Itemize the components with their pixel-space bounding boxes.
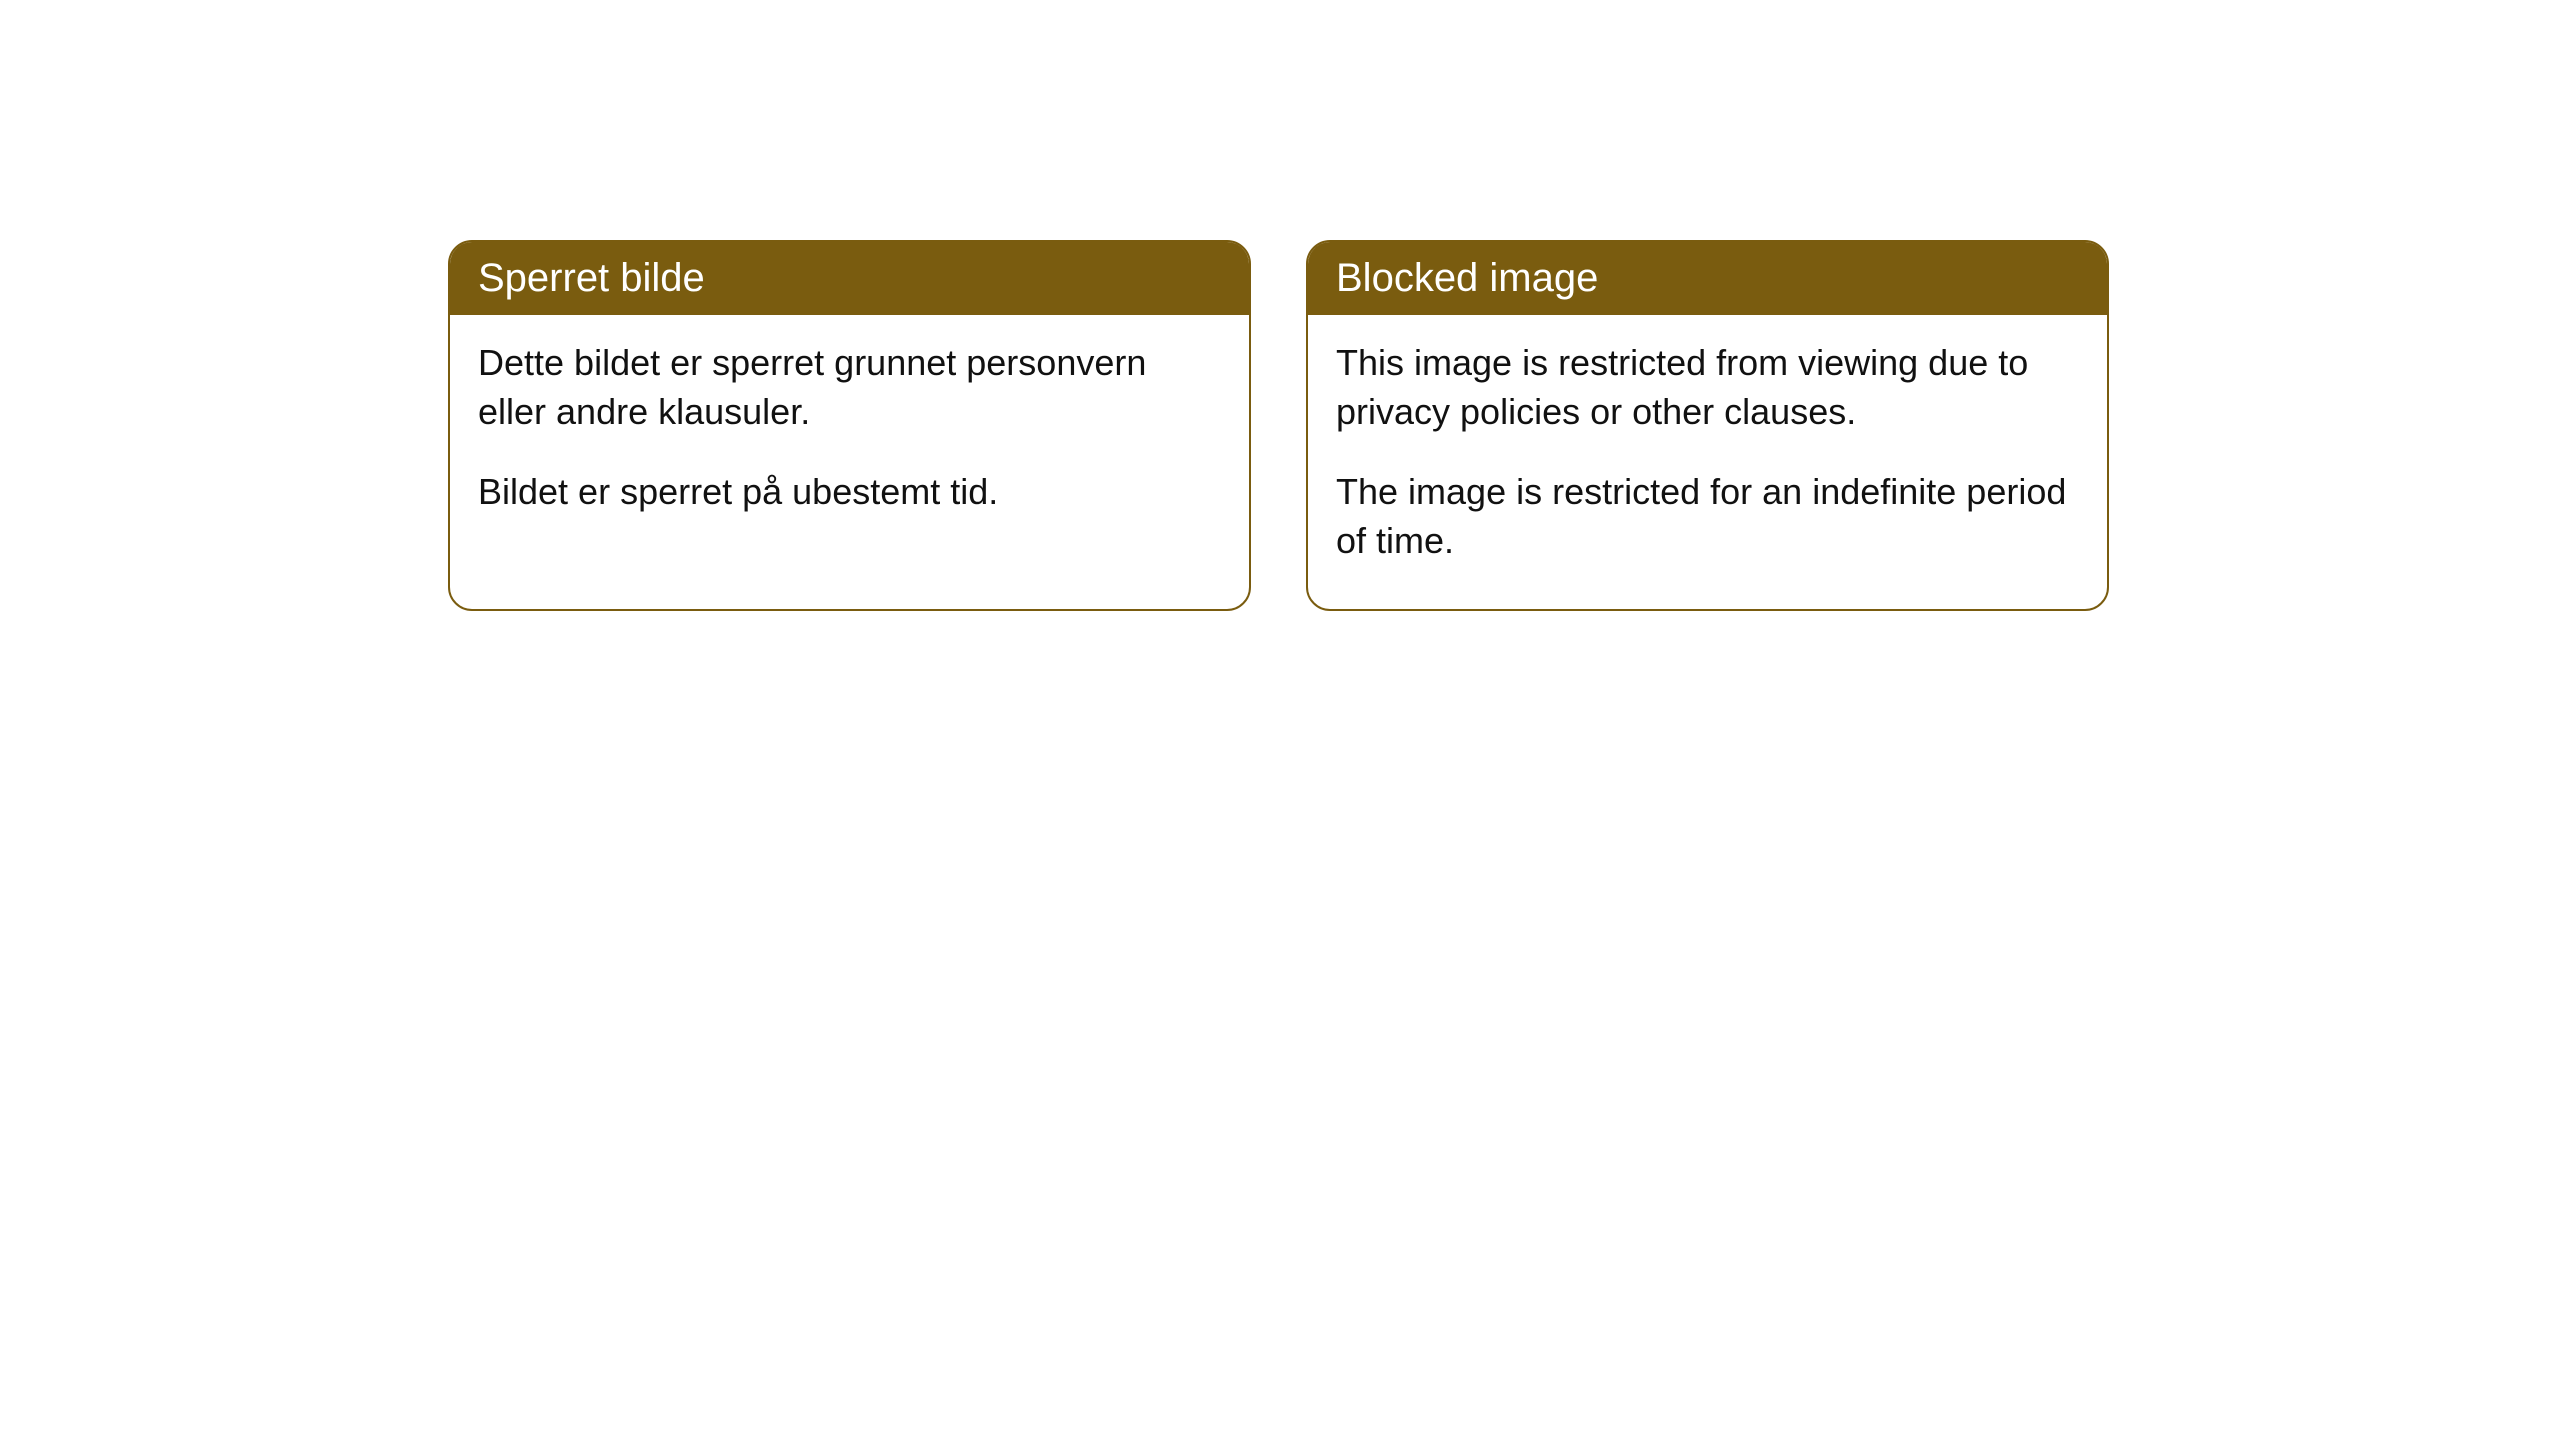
card-container: Sperret bilde Dette bildet er sperret gr… [448, 240, 2109, 611]
card-header-en: Blocked image [1308, 242, 2107, 315]
blocked-image-card-en: Blocked image This image is restricted f… [1306, 240, 2109, 611]
card-body-no: Dette bildet er sperret grunnet personve… [450, 315, 1249, 561]
card-text-en-1: This image is restricted from viewing du… [1336, 339, 2079, 436]
card-header-no: Sperret bilde [450, 242, 1249, 315]
blocked-image-card-no: Sperret bilde Dette bildet er sperret gr… [448, 240, 1251, 611]
card-text-no-2: Bildet er sperret på ubestemt tid. [478, 468, 1221, 517]
card-text-no-1: Dette bildet er sperret grunnet personve… [478, 339, 1221, 436]
card-text-en-2: The image is restricted for an indefinit… [1336, 468, 2079, 565]
card-body-en: This image is restricted from viewing du… [1308, 315, 2107, 609]
